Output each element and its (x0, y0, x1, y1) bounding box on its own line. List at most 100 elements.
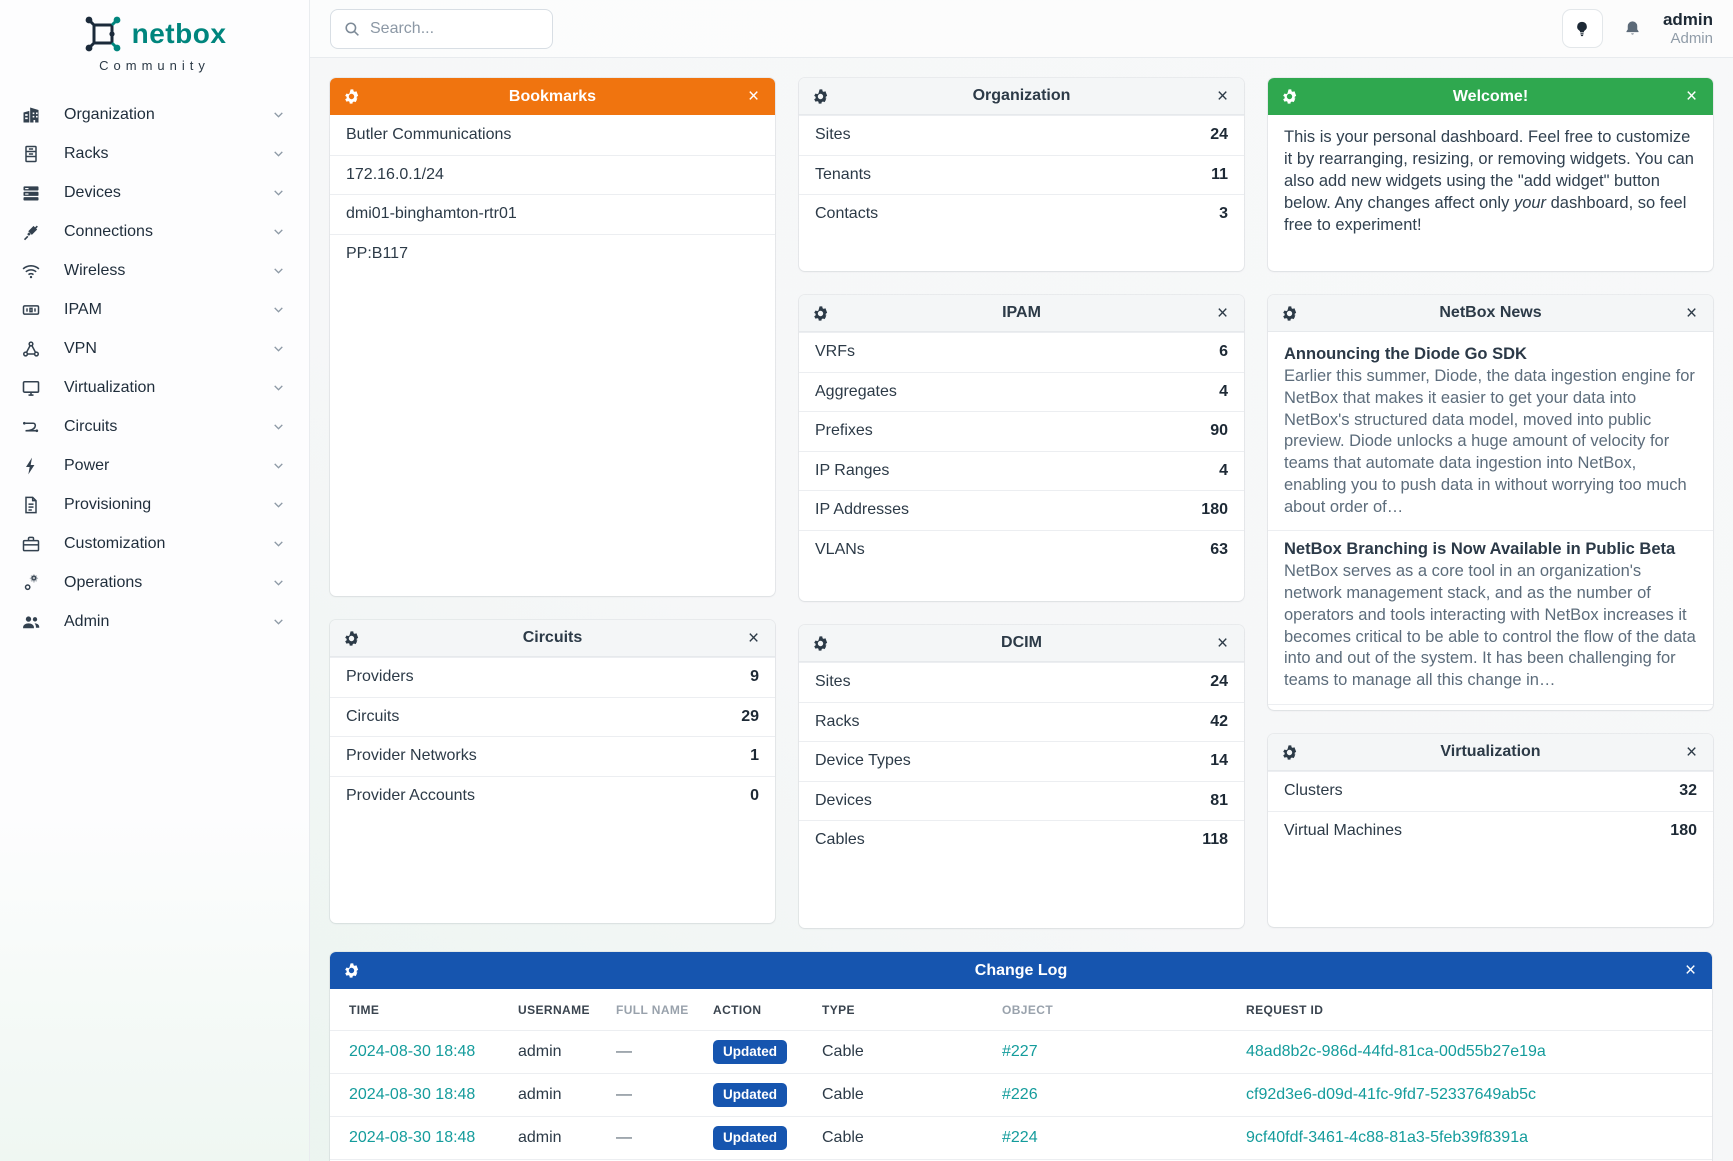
main-area: admin Admin Bookmarks × Butler (310, 0, 1733, 1161)
bookmark-link[interactable]: 172.16.0.1/24 (330, 154, 775, 195)
widget-config-icon[interactable] (343, 962, 360, 979)
theme-toggle-button[interactable] (1561, 9, 1603, 48)
request-id-link[interactable]: cf92d3e6-d09d-41fc-9fd7-52337649ab5c (1246, 1086, 1537, 1103)
widget-title: IPAM (1002, 304, 1041, 321)
widget-config-icon[interactable] (812, 635, 829, 652)
count-link[interactable]: Racks (815, 712, 860, 730)
bookmark-link[interactable]: dmi01-binghamton-rtr01 (330, 194, 775, 234)
sidebar-item-power[interactable]: Power (0, 446, 309, 485)
count-link[interactable]: Device Types (815, 752, 911, 770)
sidebar-item-wireless[interactable]: Wireless (0, 251, 309, 290)
widget-ipam: IPAM × VRFs 6 Aggregates 4 Prefixes 90 IP R… (799, 295, 1244, 601)
sidebar-item-virtualization[interactable]: Virtualization (0, 368, 309, 407)
search-input[interactable] (370, 19, 540, 38)
chevron-down-icon (272, 615, 285, 628)
table-row: 2024-08-30 18:48 admin — Updated Cable #… (330, 1030, 1712, 1074)
monitor-icon (21, 378, 41, 398)
count-link[interactable]: Cables (815, 831, 865, 849)
close-icon[interactable]: × (1684, 960, 1697, 981)
count-link[interactable]: Devices (815, 791, 872, 809)
user-menu[interactable]: admin Admin (1663, 10, 1713, 47)
route-icon (21, 417, 41, 437)
change-time-link[interactable]: 2024-08-30 18:48 (349, 1129, 476, 1146)
request-id-link[interactable]: 9cf40fdf-3461-4c88-81a3-5feb39f8391a (1246, 1129, 1528, 1146)
close-icon[interactable]: × (1216, 85, 1229, 107)
close-icon[interactable]: × (1216, 632, 1229, 654)
object-link[interactable]: #227 (1002, 1043, 1038, 1060)
count-row: IP Addresses 180 (799, 490, 1244, 530)
close-icon[interactable]: × (1685, 302, 1698, 324)
widget-config-icon[interactable] (812, 305, 829, 322)
chevron-down-icon (272, 381, 285, 394)
sidebar-item-customization[interactable]: Customization (0, 524, 309, 563)
sidebar-item-vpn[interactable]: VPN (0, 329, 309, 368)
count-row: Clusters 32 (1268, 771, 1713, 811)
close-icon[interactable]: × (747, 627, 760, 649)
news-link[interactable]: NetBox Branching is Now Available in Pub… (1284, 540, 1676, 559)
topbar: admin Admin (310, 0, 1733, 58)
wifi-icon (21, 261, 41, 281)
bookmark-link[interactable]: PP:B117 (330, 233, 775, 274)
news-link[interactable]: Announcing the Diode Go SDK (1284, 345, 1527, 363)
widget-config-icon[interactable] (1281, 88, 1298, 105)
close-icon[interactable]: × (747, 86, 760, 107)
column-header-type: TYPE (822, 1003, 855, 1017)
cable-icon (21, 222, 41, 242)
status-badge: Updated (713, 1040, 787, 1064)
brand[interactable]: netbox Community (0, 10, 309, 73)
sidebar-item-provisioning[interactable]: Provisioning (0, 485, 309, 524)
count-link[interactable]: Tenants (815, 165, 872, 183)
close-icon[interactable]: × (1685, 86, 1698, 107)
chevron-down-icon (272, 420, 285, 433)
count-row: Circuits 29 (330, 696, 775, 737)
request-id-link[interactable]: 48ad8b2c-986d-44fd-81ca-00d55b27e19a (1246, 1043, 1546, 1060)
bookmark-link[interactable]: Butler Communications (346, 125, 512, 143)
close-icon[interactable]: × (1216, 302, 1229, 324)
count-link[interactable]: Circuits (346, 707, 400, 725)
count-link[interactable]: Provider Accounts (346, 786, 475, 804)
close-icon[interactable]: × (1685, 741, 1698, 763)
count-link[interactable]: Aggregates (815, 382, 897, 400)
sidebar-item-devices[interactable]: Devices (0, 173, 309, 212)
count-link[interactable]: Contacts (815, 205, 879, 223)
count-link[interactable]: VRFs (815, 343, 855, 361)
user-role: Admin (1670, 29, 1713, 47)
count-link[interactable]: IP Addresses (815, 501, 909, 519)
username: admin (1662, 10, 1713, 30)
count-link[interactable]: IP Ranges (815, 461, 890, 479)
widget-config-icon[interactable] (1281, 305, 1298, 322)
object-link[interactable]: #224 (1002, 1129, 1038, 1146)
count-link[interactable]: Providers (346, 668, 414, 686)
chevron-down-icon (272, 498, 285, 511)
sidebar-item-connections[interactable]: Connections (0, 212, 309, 251)
sidebar-item-admin[interactable]: Admin (0, 602, 309, 641)
column-header-action: ACTION (713, 1003, 762, 1017)
count-row: Virtual Machines 180 (1268, 810, 1713, 851)
count-link[interactable]: VLANs (815, 540, 865, 558)
change-time-link[interactable]: 2024-08-30 18:48 (349, 1043, 476, 1060)
server-icon (21, 183, 41, 203)
count-link[interactable]: Virtual Machines (1284, 821, 1402, 839)
count-link[interactable]: Provider Networks (346, 747, 477, 765)
news-item: Announcing the Diode Go SDK Earlier this… (1268, 336, 1713, 530)
change-time-link[interactable]: 2024-08-30 18:48 (349, 1086, 476, 1103)
widget-title: Circuits (522, 629, 583, 646)
object-link[interactable]: #226 (1002, 1086, 1038, 1103)
widget-config-icon[interactable] (812, 88, 829, 105)
widget-config-icon[interactable] (343, 88, 360, 105)
count-link[interactable]: Sites (815, 126, 851, 144)
sidebar-item-operations[interactable]: Operations (0, 563, 309, 602)
sidebar-item-circuits[interactable]: Circuits (0, 407, 309, 446)
chevron-down-icon (272, 186, 285, 199)
notifications-button[interactable] (1618, 9, 1648, 48)
count-link[interactable]: Sites (815, 673, 851, 691)
lightbulb-icon (1573, 20, 1591, 38)
sidebar-item-organization[interactable]: Organization (0, 95, 309, 134)
sidebar-item-ipam[interactable]: IPAM (0, 290, 309, 329)
sidebar-item-racks[interactable]: Racks (0, 134, 309, 173)
widget-title: Change Log (974, 961, 1068, 979)
count-link[interactable]: Prefixes (815, 422, 873, 440)
widget-config-icon[interactable] (343, 630, 360, 647)
widget-config-icon[interactable] (1281, 744, 1298, 761)
count-link[interactable]: Clusters (1284, 782, 1343, 800)
